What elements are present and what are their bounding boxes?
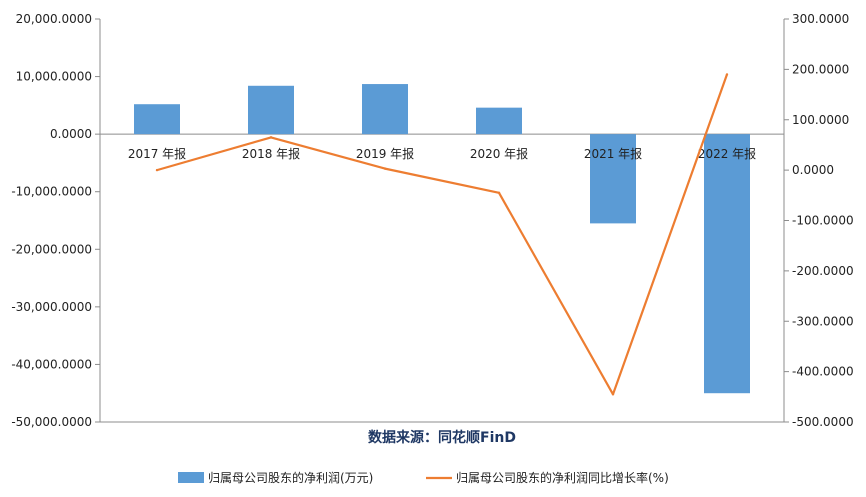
right-tick-label: 200.0000 xyxy=(792,62,849,76)
growth-point xyxy=(497,191,501,194)
left-tick-label: -30,000.0000 xyxy=(11,300,92,314)
growth-point xyxy=(383,167,387,170)
right-tick-label: -300.0000 xyxy=(792,314,854,328)
bar xyxy=(134,104,180,135)
bar xyxy=(476,107,522,135)
left-tick-label: 20,000.0000 xyxy=(16,12,92,26)
growth-point xyxy=(725,73,729,76)
right-tick-label: 100.0000 xyxy=(792,113,849,127)
legend-swatch-bar xyxy=(178,472,204,483)
right-tick-label: -400.0000 xyxy=(792,365,854,379)
left-tick-label: 0.0000 xyxy=(50,127,92,141)
category-label: 2020 年报 xyxy=(470,146,528,161)
right-tick-label: -200.0000 xyxy=(792,264,854,278)
growth-point xyxy=(611,393,615,396)
bar xyxy=(590,134,636,224)
left-tick-label: -20,000.0000 xyxy=(11,242,92,256)
category-label: 2018 年报 xyxy=(242,146,300,161)
left-tick-label: -10,000.0000 xyxy=(11,185,92,199)
growth-point xyxy=(155,168,159,172)
growth-point xyxy=(269,136,273,139)
right-tick-label: 300.0000 xyxy=(792,12,849,26)
category-label: 2021 年报 xyxy=(584,146,642,161)
legend-label-bar: 归属母公司股东的净利润(万元) xyxy=(208,470,373,485)
right-tick-label: -100.0000 xyxy=(792,214,854,228)
right-tick-label: -500.0000 xyxy=(792,415,854,429)
source-text: 数据来源：同花顺FinD xyxy=(368,429,516,446)
category-label: 2017 年报 xyxy=(128,146,186,161)
bar xyxy=(704,134,750,394)
growth-line xyxy=(156,74,729,396)
left-tick-label: -50,000.0000 xyxy=(11,415,92,429)
legend-label-line: 归属母公司股东的净利润同比增长率(%) xyxy=(456,470,669,485)
left-tick-label: 10,000.0000 xyxy=(16,70,92,84)
bar xyxy=(362,84,408,135)
right-tick-label: 0.0000 xyxy=(792,163,834,177)
category-label: 2019 年报 xyxy=(356,146,414,161)
left-tick-label: -40,000.0000 xyxy=(11,357,92,371)
category-label: 2022 年报 xyxy=(698,146,756,161)
bar xyxy=(248,85,294,135)
